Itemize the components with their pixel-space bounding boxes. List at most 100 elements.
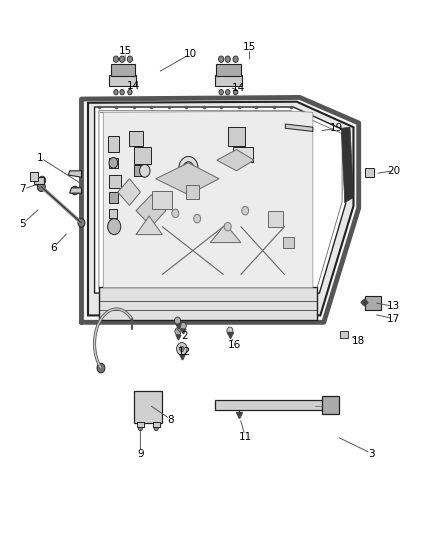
Circle shape xyxy=(174,317,180,325)
Circle shape xyxy=(179,157,198,180)
Polygon shape xyxy=(154,408,160,414)
Polygon shape xyxy=(216,64,241,76)
Polygon shape xyxy=(99,287,317,320)
Text: 14: 14 xyxy=(232,83,245,93)
Text: 20: 20 xyxy=(387,166,400,176)
Polygon shape xyxy=(136,195,166,227)
Polygon shape xyxy=(34,177,44,184)
Text: 7: 7 xyxy=(19,184,26,195)
Circle shape xyxy=(227,327,233,335)
Circle shape xyxy=(71,186,78,195)
Polygon shape xyxy=(268,211,283,227)
Circle shape xyxy=(233,90,238,95)
Text: 19: 19 xyxy=(330,123,343,133)
Circle shape xyxy=(300,402,304,408)
Polygon shape xyxy=(109,175,121,188)
Circle shape xyxy=(127,56,133,62)
Circle shape xyxy=(138,425,143,431)
Text: 5: 5 xyxy=(19,219,26,229)
Circle shape xyxy=(120,90,124,95)
Polygon shape xyxy=(134,165,145,176)
Polygon shape xyxy=(109,158,118,168)
Polygon shape xyxy=(283,237,294,248)
Circle shape xyxy=(180,346,184,352)
Polygon shape xyxy=(111,64,135,76)
Polygon shape xyxy=(109,75,136,86)
Polygon shape xyxy=(130,132,143,147)
Circle shape xyxy=(39,176,46,184)
Polygon shape xyxy=(110,208,117,218)
Circle shape xyxy=(128,90,132,95)
Circle shape xyxy=(109,158,118,168)
Text: 16: 16 xyxy=(228,340,241,350)
Text: 15: 15 xyxy=(243,43,256,52)
Circle shape xyxy=(278,402,283,408)
Text: 9: 9 xyxy=(137,449,144,458)
Circle shape xyxy=(113,56,119,62)
Polygon shape xyxy=(134,408,142,414)
Polygon shape xyxy=(68,171,81,177)
Circle shape xyxy=(175,328,181,335)
Circle shape xyxy=(242,206,249,215)
Text: 14: 14 xyxy=(127,81,141,91)
Circle shape xyxy=(34,180,39,185)
Circle shape xyxy=(31,174,36,180)
Polygon shape xyxy=(108,136,119,152)
Circle shape xyxy=(183,162,194,174)
Circle shape xyxy=(108,219,121,235)
Polygon shape xyxy=(186,185,199,199)
Circle shape xyxy=(221,402,226,408)
Text: 11: 11 xyxy=(239,432,252,442)
Text: 13: 13 xyxy=(387,301,400,311)
Text: 1: 1 xyxy=(37,152,43,163)
Polygon shape xyxy=(137,422,144,427)
Polygon shape xyxy=(100,111,313,288)
Text: 8: 8 xyxy=(168,415,174,425)
Polygon shape xyxy=(95,107,346,293)
Circle shape xyxy=(180,322,186,330)
Polygon shape xyxy=(134,148,151,165)
Polygon shape xyxy=(210,224,241,243)
Polygon shape xyxy=(152,422,159,427)
Text: 17: 17 xyxy=(387,313,400,324)
Text: 18: 18 xyxy=(352,336,365,346)
Circle shape xyxy=(154,425,158,431)
Text: 3: 3 xyxy=(368,449,375,458)
Polygon shape xyxy=(215,400,330,410)
Polygon shape xyxy=(228,127,245,146)
Polygon shape xyxy=(215,75,242,86)
Circle shape xyxy=(177,343,187,356)
Circle shape xyxy=(78,219,85,227)
Polygon shape xyxy=(118,179,141,205)
Polygon shape xyxy=(134,391,162,423)
Text: 10: 10 xyxy=(184,49,197,59)
Polygon shape xyxy=(233,148,253,163)
Polygon shape xyxy=(340,331,348,338)
Circle shape xyxy=(144,400,152,411)
Polygon shape xyxy=(30,172,38,181)
Polygon shape xyxy=(365,296,381,310)
Circle shape xyxy=(37,182,45,191)
Circle shape xyxy=(219,56,224,62)
Circle shape xyxy=(172,209,179,217)
Circle shape xyxy=(367,298,374,307)
Polygon shape xyxy=(365,168,374,176)
Circle shape xyxy=(139,395,156,416)
Circle shape xyxy=(224,222,231,231)
Polygon shape xyxy=(286,124,313,132)
Polygon shape xyxy=(81,98,359,322)
Polygon shape xyxy=(321,396,339,414)
Circle shape xyxy=(225,56,230,62)
Polygon shape xyxy=(155,163,219,195)
Polygon shape xyxy=(341,127,353,203)
Polygon shape xyxy=(70,188,81,193)
Circle shape xyxy=(97,363,105,373)
Circle shape xyxy=(317,402,321,408)
Text: 15: 15 xyxy=(119,46,132,56)
Polygon shape xyxy=(136,216,162,235)
Circle shape xyxy=(226,90,230,95)
Circle shape xyxy=(140,165,150,177)
Circle shape xyxy=(194,214,201,223)
Text: 12: 12 xyxy=(177,346,191,357)
Polygon shape xyxy=(152,191,172,209)
